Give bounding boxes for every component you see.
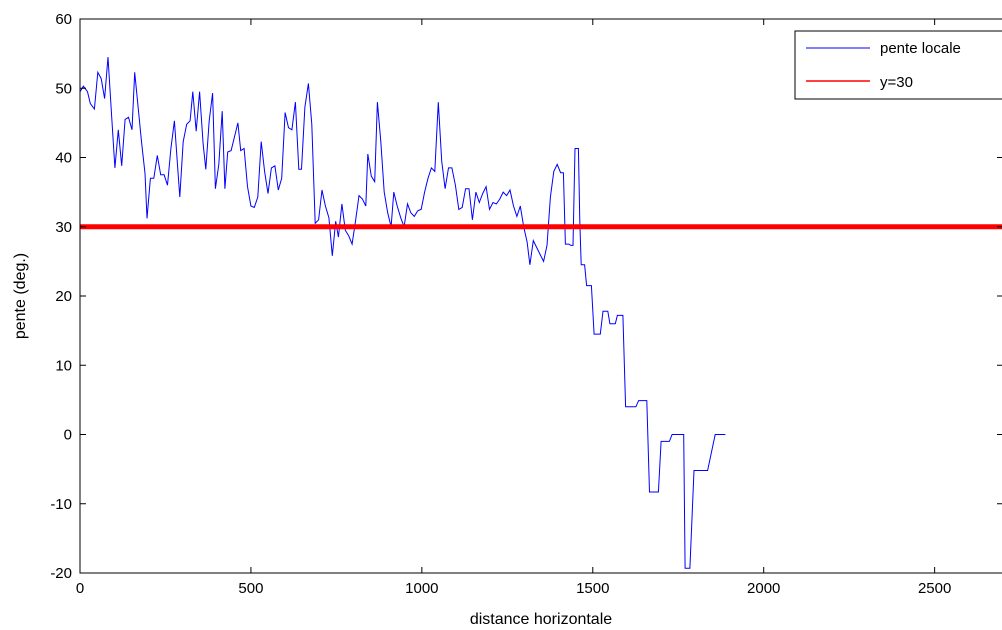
x-tick-label: 500 (238, 580, 263, 597)
y-axis-title: pente (deg.) (12, 253, 29, 339)
y-tick-label: 30 (55, 219, 72, 236)
x-axis-title: distance horizontale (470, 611, 612, 628)
y-tick-label: 20 (55, 288, 72, 305)
x-tick-label: 0 (76, 580, 84, 597)
legend: pente locale y=30 (794, 30, 1002, 100)
x-tick-label: 1500 (576, 580, 609, 597)
legend-box (794, 30, 1002, 100)
y-tick-label: 60 (55, 11, 72, 28)
x-tick-label: 2000 (747, 580, 780, 597)
x-tick-label: 2500 (918, 580, 951, 597)
y-tick-label: 0 (64, 427, 72, 444)
y-tick-label: 10 (55, 357, 72, 374)
y-tick-label: -10 (50, 496, 72, 513)
y-tick-label: 50 (55, 80, 72, 97)
series-line-pente-locale (80, 57, 726, 569)
legend-label-pente-locale: pente locale (880, 40, 961, 57)
y-tick-label: 40 (55, 150, 72, 167)
x-tick-label: 1000 (405, 580, 438, 597)
y-tick-label: -20 (50, 565, 72, 582)
legend-label-y30: y=30 (880, 74, 913, 91)
